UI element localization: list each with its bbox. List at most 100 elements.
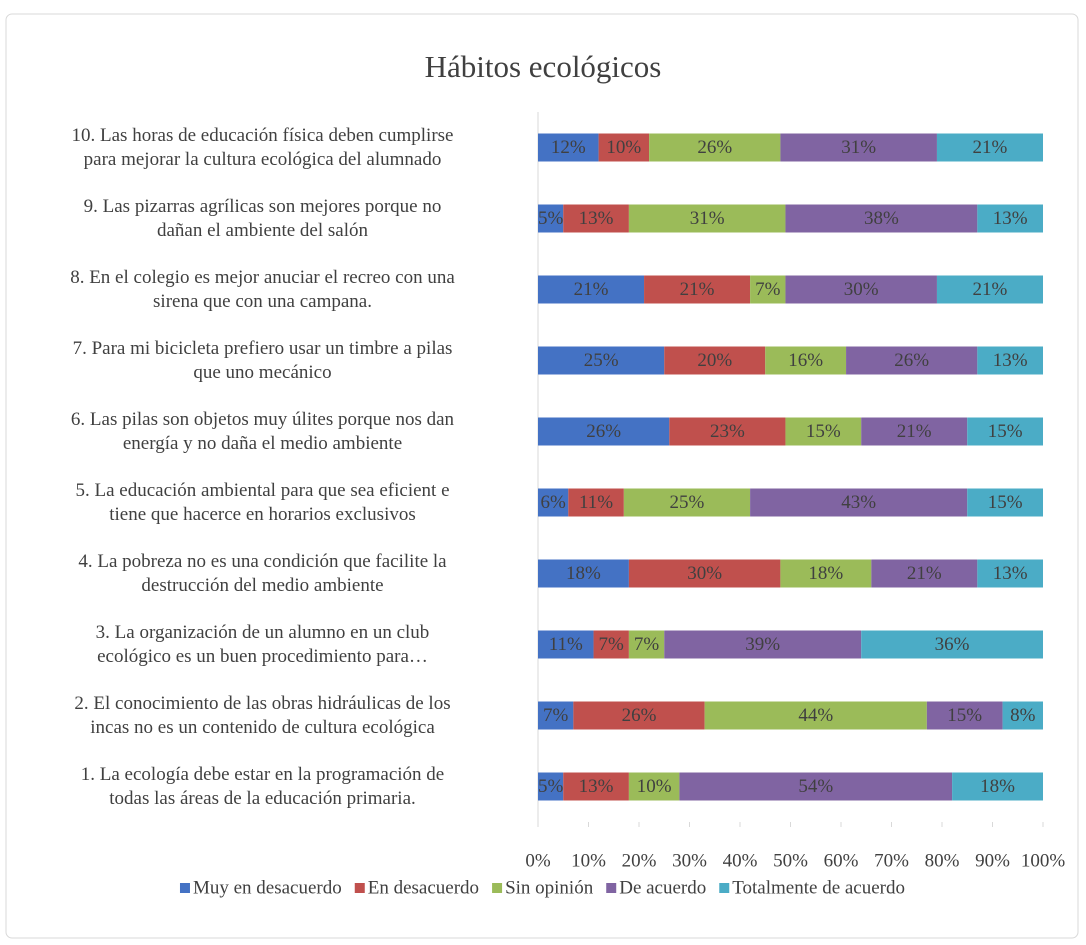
data-label: 26% (894, 350, 929, 371)
category-label: 1. La ecología debe estar en la programa… (80, 763, 445, 809)
bar-segment (563, 204, 629, 233)
data-label: 30% (844, 279, 879, 300)
category-label: 3. La organización de un alumno en un cl… (95, 621, 430, 667)
data-label: 13% (993, 350, 1028, 371)
bar-segment (952, 772, 1043, 801)
data-label: 5% (538, 208, 564, 229)
category-label: 2. El conocimiento de las obras hidráuli… (74, 692, 451, 738)
bar-segment (628, 772, 680, 801)
legend-swatch (606, 883, 617, 893)
category-label: 6. Las pilas son objetos muy úlites porq… (70, 408, 455, 454)
bar-segment (780, 559, 872, 588)
x-tick-label: 90% (975, 850, 1010, 871)
x-tick-label: 0% (525, 850, 551, 871)
x-tick-label: 20% (622, 850, 657, 871)
bar-segment (780, 133, 937, 162)
bar-segment (977, 346, 1043, 375)
x-tick-label: 80% (925, 850, 960, 871)
bar-segment (538, 204, 564, 233)
data-label: 38% (864, 208, 899, 229)
data-label: 10% (606, 137, 641, 158)
data-label: 18% (980, 776, 1015, 797)
bar-segment (785, 417, 862, 446)
bar-segment (623, 488, 751, 517)
bar-segment (926, 701, 1003, 730)
bar-segment (538, 701, 574, 730)
bar-segment (785, 275, 937, 304)
bar-segment (977, 559, 1043, 588)
bar-segment (664, 346, 766, 375)
data-label: 39% (745, 634, 780, 655)
data-label: 26% (586, 421, 621, 442)
data-label: 31% (690, 208, 725, 229)
bar-segment (538, 630, 594, 659)
data-label: 7% (543, 705, 569, 726)
x-tick-label: 100% (1021, 850, 1066, 871)
category-label: 5. La educación ambiental para que sea e… (75, 479, 450, 525)
bar-segment (664, 630, 862, 659)
bar-segment (538, 559, 629, 588)
bar-segment (538, 133, 599, 162)
data-label: 23% (710, 421, 745, 442)
data-label: 15% (947, 705, 982, 726)
x-tick-label: 60% (824, 850, 859, 871)
legend-label: Sin opinión (505, 877, 594, 898)
data-label: 10% (637, 776, 672, 797)
data-label: 7% (755, 279, 781, 300)
data-label: 7% (599, 634, 625, 655)
data-label: 25% (584, 350, 619, 371)
category-label: 4. La pobreza no es una condición que fa… (78, 550, 447, 596)
data-label: 30% (687, 563, 722, 584)
category-label: 8. En el colegio es mejor anuciar el rec… (70, 266, 455, 312)
category-label: 7. Para mi bicicleta prefiero usar un ti… (72, 337, 453, 383)
data-label: 6% (540, 492, 566, 513)
bar-segment (861, 417, 968, 446)
bar-segment (750, 275, 786, 304)
data-label: 21% (680, 279, 715, 300)
legend-label: De acuerdo (619, 877, 706, 898)
bar-segment (861, 630, 1043, 659)
data-label: 21% (907, 563, 942, 584)
bar-segment (598, 133, 650, 162)
bar-segment (538, 488, 569, 517)
bar-segment (936, 133, 1043, 162)
x-tick-label: 10% (571, 850, 606, 871)
legend-swatch (719, 883, 730, 893)
data-label: 18% (808, 563, 843, 584)
x-tick-label: 40% (723, 850, 758, 871)
legend-label: Muy en desacuerdo (193, 877, 342, 898)
data-label: 13% (579, 776, 614, 797)
data-label: 44% (798, 705, 833, 726)
bar-segment (1002, 701, 1043, 730)
data-label: 26% (697, 137, 732, 158)
data-label: 20% (697, 350, 732, 371)
bar-segment (538, 417, 670, 446)
legend-swatch (354, 883, 365, 893)
category-label: 9. Las pizarras agrílicas son mejores po… (83, 195, 442, 241)
legend-label: Totalmente de acuerdo (732, 877, 905, 898)
x-tick-label: 50% (773, 850, 808, 871)
data-label: 7% (634, 634, 660, 655)
data-label: 15% (806, 421, 841, 442)
data-label: 13% (993, 563, 1028, 584)
data-label: 12% (551, 137, 586, 158)
data-label: 18% (566, 563, 601, 584)
bar-segment (967, 488, 1043, 517)
data-label: 54% (798, 776, 833, 797)
bar-segment (846, 346, 978, 375)
data-label: 21% (574, 279, 609, 300)
data-label: 16% (788, 350, 823, 371)
bar-segment (593, 630, 629, 659)
legend-swatch (492, 883, 503, 893)
data-label: 21% (973, 137, 1008, 158)
data-label: 26% (622, 705, 657, 726)
data-label: 31% (841, 137, 876, 158)
bar-segment (628, 204, 786, 233)
bar-segment (704, 701, 927, 730)
data-label: 5% (538, 776, 564, 797)
bar-segment (538, 275, 645, 304)
category-label: 10. Las horas de educación física deben … (71, 124, 454, 170)
bar-segment (765, 346, 847, 375)
data-label: 15% (988, 421, 1023, 442)
